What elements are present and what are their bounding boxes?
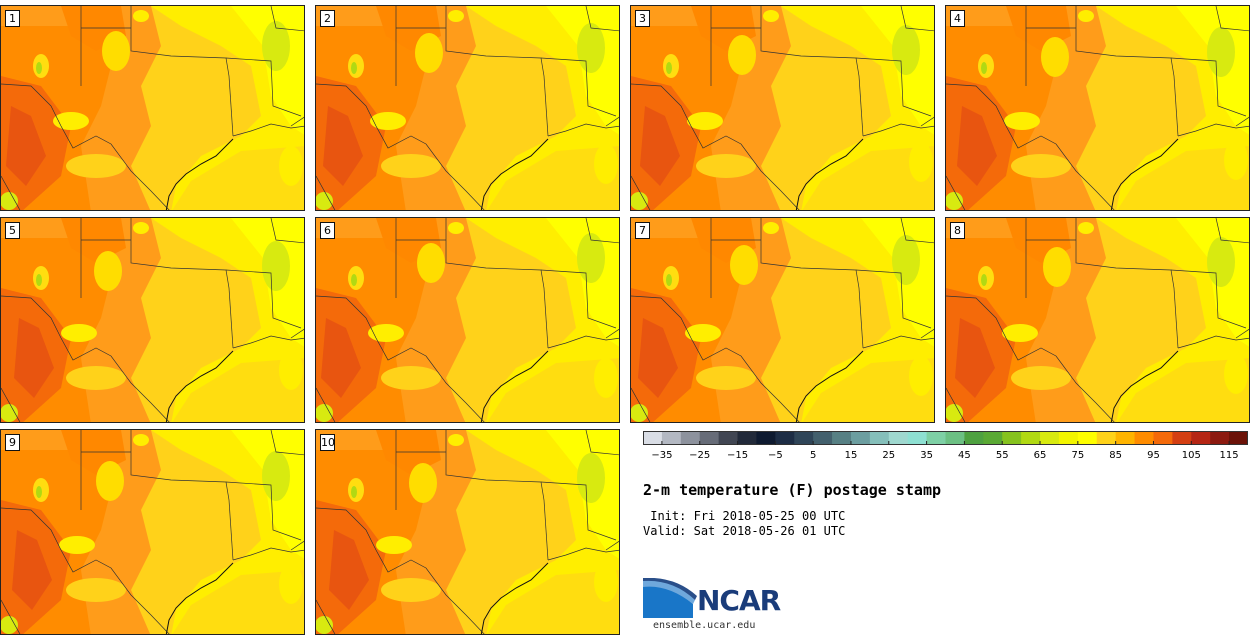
colorbar: −35 −25 −15 −5 5 15 25 35 45 55 65 75 85 95 105 115 <box>643 431 1248 471</box>
temperature-map <box>1 218 304 422</box>
colorbar-tick-label: 15 <box>844 450 858 461</box>
colorbar-swatch <box>983 431 1003 445</box>
member-number-label: 4 <box>950 10 965 27</box>
init-value: Fri 2018-05-25 00 UTC <box>693 509 846 523</box>
temperature-map <box>631 6 934 210</box>
colorbar-swatch <box>1191 431 1211 445</box>
temperature-map <box>316 218 619 422</box>
member-panel-4: 4 <box>945 5 1250 211</box>
member-panel-8: 8 <box>945 217 1250 423</box>
member-panel-6: 6 <box>315 217 620 423</box>
member-number-label: 6 <box>320 222 335 239</box>
temperature-map <box>946 6 1249 210</box>
temperature-map <box>316 6 619 210</box>
colorbar-tick-label: 35 <box>920 450 933 461</box>
colorbar-tick-label: 115 <box>1219 450 1239 461</box>
member-number-label: 2 <box>320 10 335 27</box>
temperature-map <box>316 430 619 634</box>
colorbar-tick-label: 105 <box>1181 450 1201 461</box>
colorbar-swatch <box>794 431 814 445</box>
colorbar-swatch <box>1002 431 1022 445</box>
member-number-label: 9 <box>5 434 20 451</box>
valid-value: Sat 2018-05-26 01 UTC <box>693 524 846 538</box>
member-panel-7: 7 <box>630 217 935 423</box>
member-panel-2: 2 <box>315 5 620 211</box>
member-panel-5: 5 <box>0 217 305 423</box>
ncar-logo-text: NCAR <box>697 584 781 617</box>
colorbar-swatch <box>888 431 909 445</box>
temperature-map <box>631 218 934 422</box>
colorbar-swatch <box>1210 431 1230 445</box>
colorbar-swatch <box>737 431 757 445</box>
colorbar-swatch <box>907 431 928 445</box>
member-panel-1: 1 <box>0 5 305 211</box>
member-number-label: 8 <box>950 222 965 239</box>
colorbar-swatch <box>869 431 890 445</box>
colorbar-swatch <box>1115 431 1136 445</box>
colorbar-tick-label: 65 <box>1033 450 1047 461</box>
member-number-label: 10 <box>320 434 335 451</box>
member-panel-3: 3 <box>630 5 935 211</box>
colorbar-tick-label: 75 <box>1071 450 1085 461</box>
colorbar-swatch <box>1096 431 1117 445</box>
member-panel-10: 10 <box>315 429 620 635</box>
colorbar-swatch <box>1172 431 1192 445</box>
colorbar-swatch <box>680 431 701 445</box>
colorbar-swatch <box>1040 431 1060 445</box>
colorbar-tick-label: 25 <box>882 450 896 461</box>
ncar-logo-icon <box>643 578 697 618</box>
temperature-map <box>946 218 1249 422</box>
colorbar-tick-label: 45 <box>958 450 971 461</box>
website-url: ensemble.ucar.edu <box>653 620 756 631</box>
colorbar-tick-label: 95 <box>1147 450 1160 461</box>
colorbar-border <box>643 431 1248 445</box>
colorbar-swatch <box>1134 431 1154 445</box>
member-number-label: 3 <box>635 10 650 27</box>
colorbar-swatch <box>813 431 833 445</box>
colorbar-swatch <box>945 431 965 445</box>
colorbar-swatch <box>1153 431 1173 445</box>
colorbar-tick-label: 5 <box>809 450 817 461</box>
colorbar-swatch <box>1077 431 1098 445</box>
colorbar-swatch <box>926 431 946 445</box>
colorbar-tick-label: −25 <box>689 450 711 461</box>
colorbar-swatch <box>832 431 852 445</box>
init-time: Init: Fri 2018-05-25 00 UTC <box>643 509 845 523</box>
temperature-map <box>1 430 304 634</box>
colorbar-swatches <box>643 431 1248 445</box>
colorbar-swatch <box>1229 431 1248 445</box>
colorbar-swatch <box>964 431 984 445</box>
colorbar-swatch <box>661 431 682 445</box>
colorbar-swatch <box>718 431 739 445</box>
member-number-label: 1 <box>5 10 20 27</box>
colorbar-tick-label: −35 <box>651 450 673 461</box>
colorbar-swatch <box>1058 431 1079 445</box>
valid-label: Valid: <box>643 524 687 538</box>
colorbar-tick-label: 55 <box>995 450 1009 461</box>
colorbar-tick-label: 85 <box>1109 450 1123 461</box>
colorbar-swatch <box>699 431 720 445</box>
colorbar-swatch <box>1021 431 1041 445</box>
colorbar-swatch <box>756 431 776 445</box>
figure-title: 2-m temperature (F) postage stamp <box>643 481 942 499</box>
colorbar-swatch <box>850 431 871 445</box>
temperature-map <box>1 6 304 210</box>
colorbar-swatch <box>643 431 663 445</box>
colorbar-tick-label: −5 <box>767 450 783 461</box>
colorbar-tick-label: −15 <box>726 450 749 461</box>
valid-time: Valid: Sat 2018-05-26 01 UTC <box>643 524 845 538</box>
member-number-label: 7 <box>635 222 650 239</box>
member-panel-9: 9 <box>0 429 305 635</box>
colorbar-swatch <box>775 431 795 445</box>
init-label: Init: <box>643 509 687 523</box>
member-number-label: 5 <box>5 222 20 239</box>
colorbar-tick-labels: −35 −25 −15 −5 5 15 25 35 45 55 65 75 85 95 105 115 <box>643 450 1248 466</box>
